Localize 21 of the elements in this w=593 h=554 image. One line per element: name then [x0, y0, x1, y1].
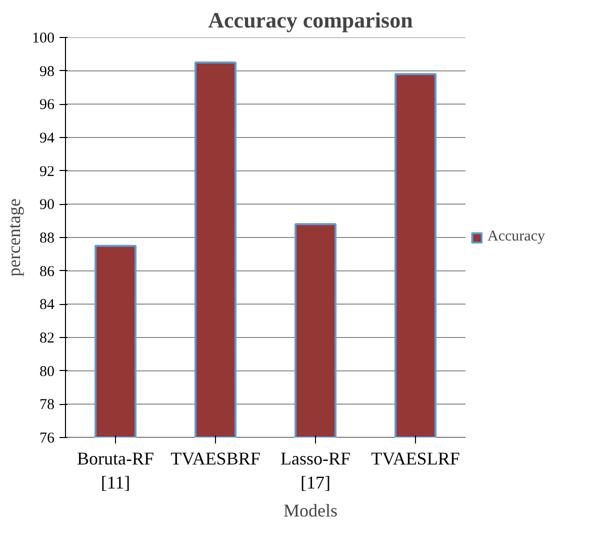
chart-title: Accuracy comparison — [208, 8, 413, 32]
y-tick-label: 94 — [40, 130, 55, 146]
y-axis-title: percentage — [4, 198, 24, 276]
y-tick-label: 80 — [40, 364, 54, 380]
y-tick-label: 78 — [40, 397, 54, 414]
x-tick-label: Lasso-RF [17] — [280, 448, 351, 492]
x-axis-title: Models — [284, 500, 338, 520]
y-tick-label: 92 — [40, 164, 54, 180]
legend-label: Accuracy — [488, 228, 545, 246]
y-tick-label: 96 — [40, 97, 55, 114]
y-tick-label: 98 — [40, 64, 54, 80]
y-tick-label: 88 — [40, 230, 54, 246]
y-tick-label: 100 — [32, 30, 54, 46]
x-tick-label: TVAESBRF — [170, 448, 260, 468]
y-tick-label: 76 — [40, 430, 55, 446]
y-tick-label: 82 — [40, 330, 54, 346]
x-tick-label: TVAESLRF — [371, 448, 460, 468]
y-tick-label: 84 — [40, 297, 55, 314]
y-tick-label: 86 — [40, 264, 55, 280]
y-tick-label: 90 — [40, 197, 54, 214]
x-tick-label: Boruta-RF [11] — [77, 448, 154, 492]
